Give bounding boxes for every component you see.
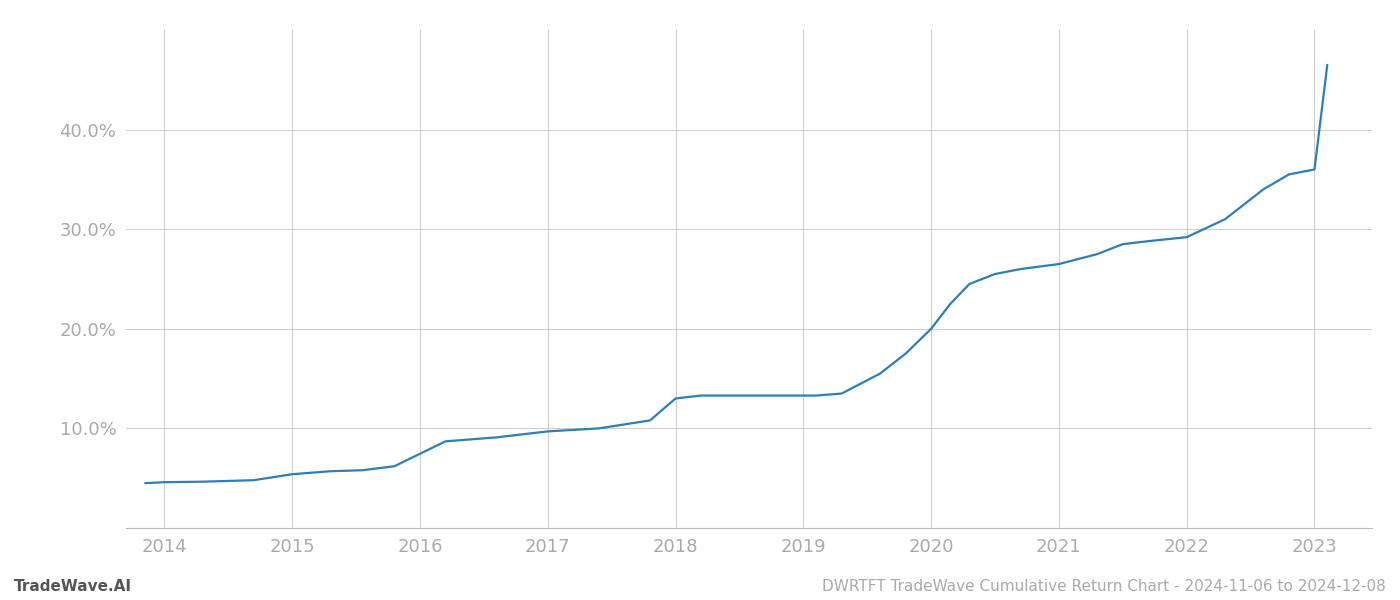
Text: DWRTFT TradeWave Cumulative Return Chart - 2024-11-06 to 2024-12-08: DWRTFT TradeWave Cumulative Return Chart…	[822, 579, 1386, 594]
Text: TradeWave.AI: TradeWave.AI	[14, 579, 132, 594]
